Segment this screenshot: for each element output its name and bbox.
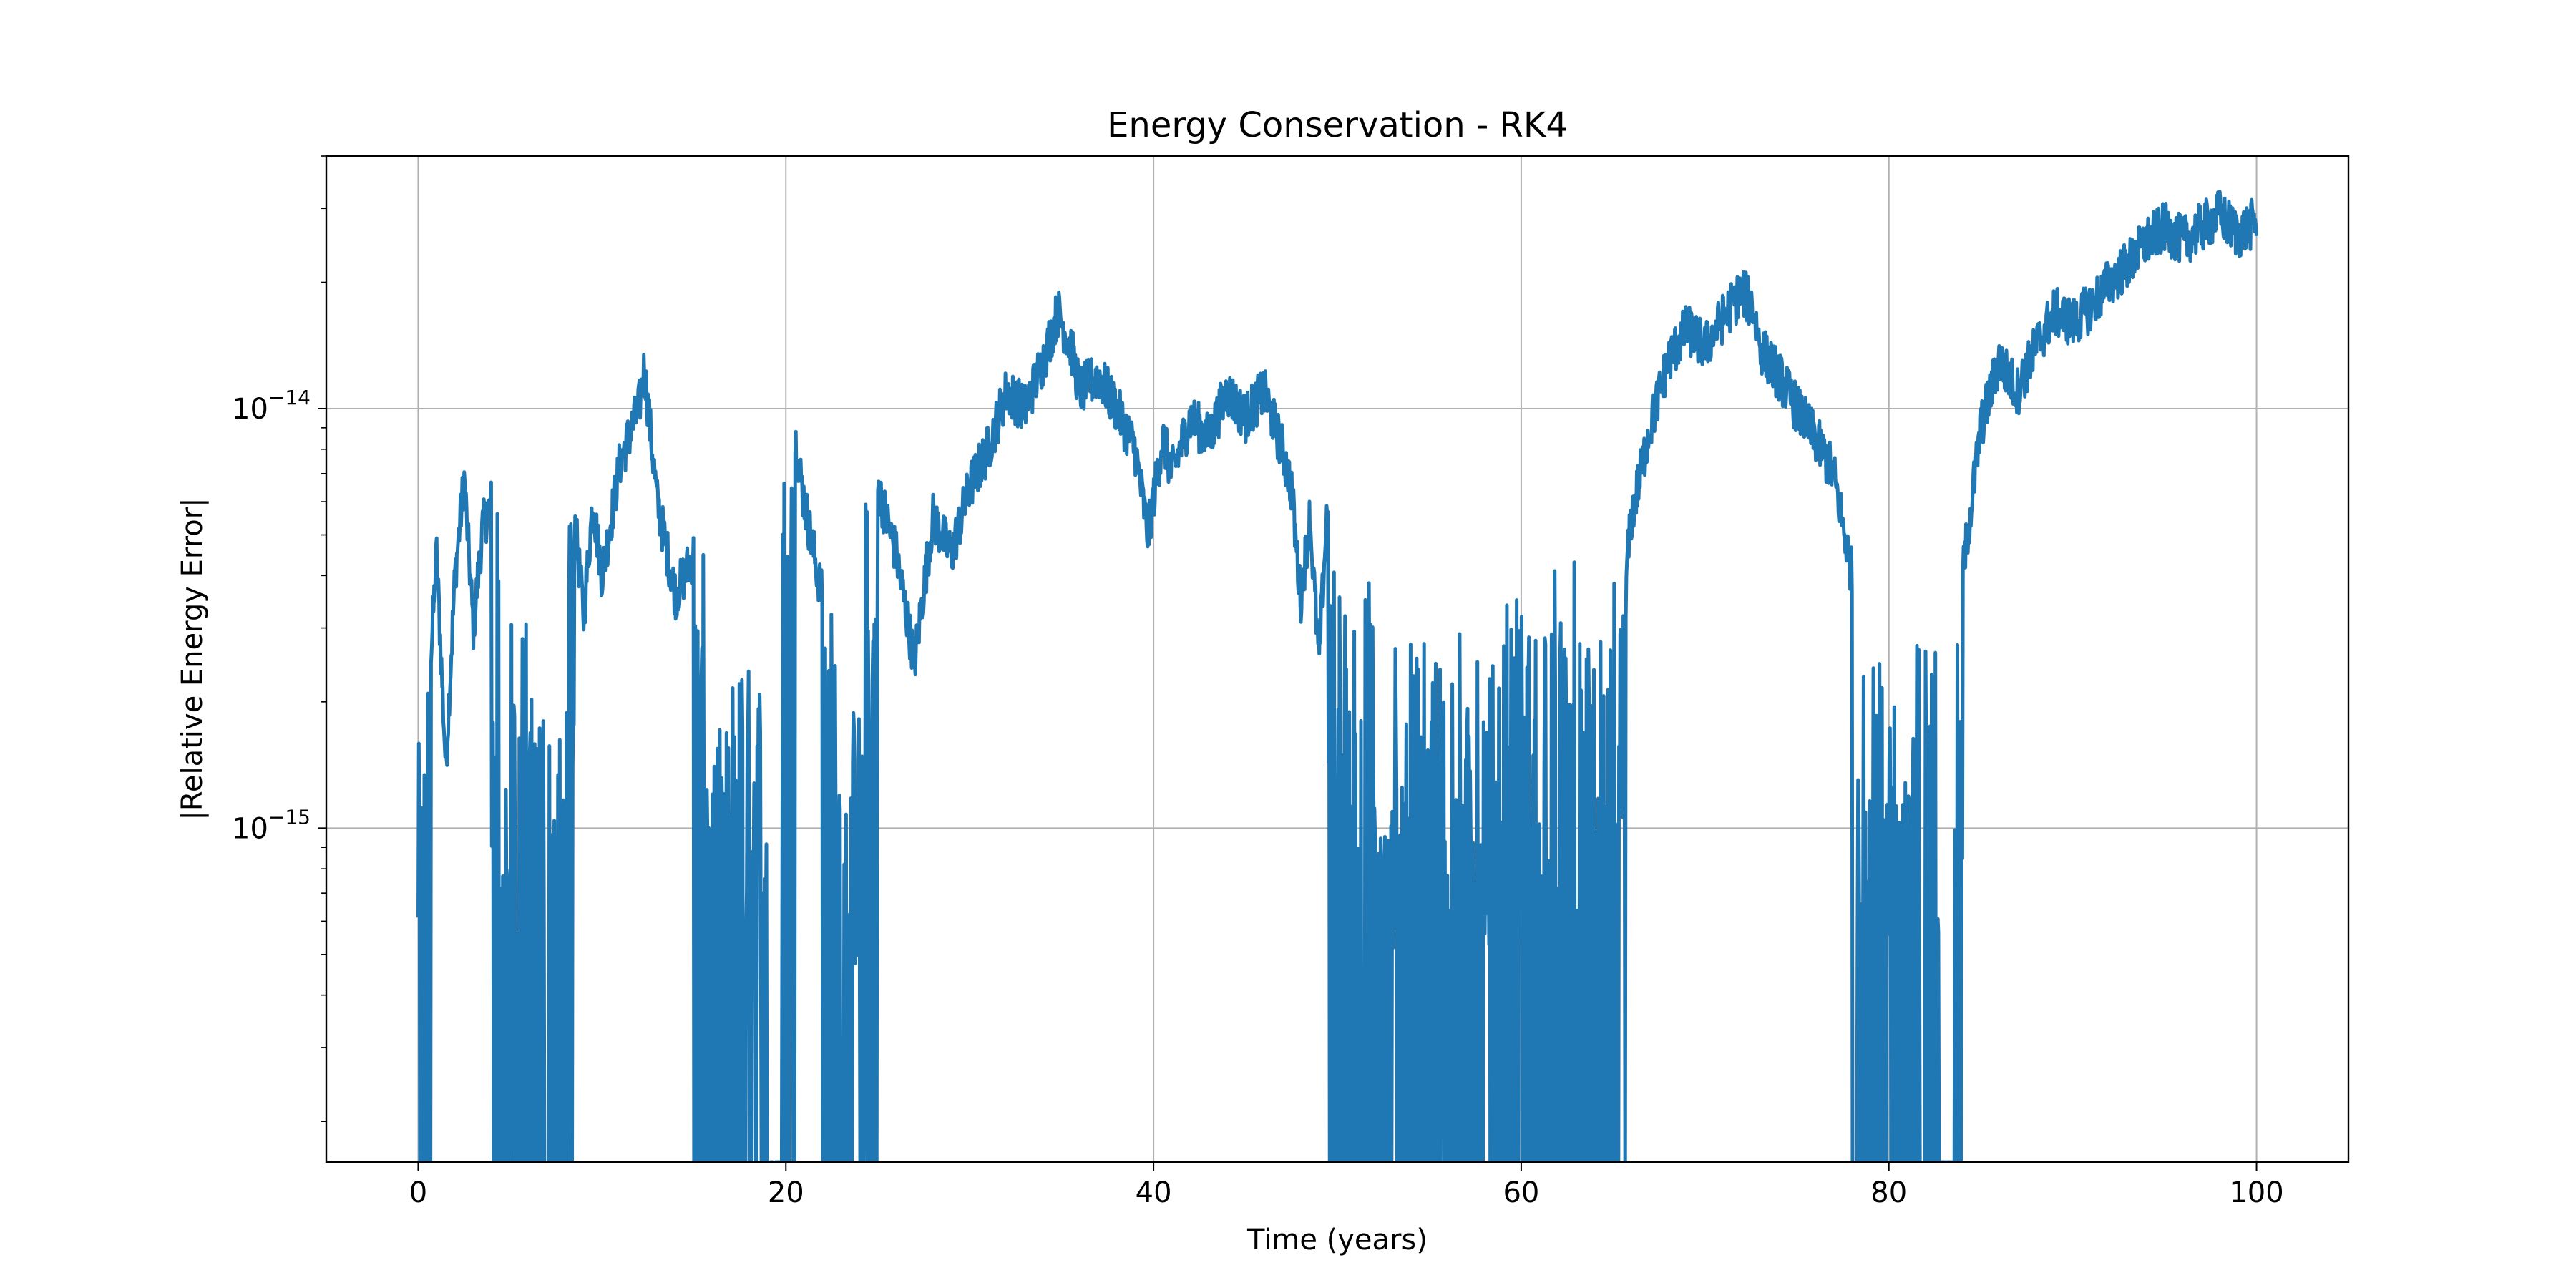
chart-title: Energy Conservation - RK4 [1107, 105, 1568, 145]
x-axis-label: Time (years) [1246, 1224, 1428, 1257]
y-tick-label: 10−15 [232, 805, 311, 845]
series-line [416, 190, 2258, 1162]
plot-area-frame [325, 155, 2350, 1163]
x-tick-label: 60 [1503, 1176, 1539, 1209]
series-layer [416, 190, 2258, 1162]
x-axis: 0 20 40 60 80 100 [409, 1162, 2284, 1209]
x-tick-label: 100 [2229, 1176, 2283, 1209]
x-tick-label: 20 [768, 1176, 804, 1209]
y-axis: 10−15 10−14 [232, 155, 326, 1122]
x-tick-label: 40 [1136, 1176, 1172, 1209]
x-tick-label: 80 [1870, 1176, 1907, 1209]
x-tick-label: 0 [409, 1176, 427, 1209]
y-tick-label: 10−14 [232, 386, 311, 426]
y-axis-label: |Relative Energy Error| [176, 497, 209, 820]
